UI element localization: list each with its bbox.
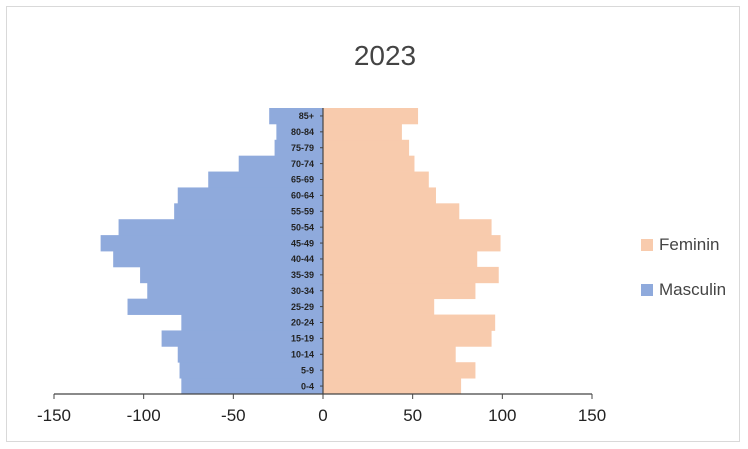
bar-feminin-80-84 (323, 123, 402, 141)
bar-masculin-50-54 (118, 219, 323, 236)
legend-label-feminin: Feminin (659, 235, 719, 254)
y-tick-label-45-49: 45-49 (291, 238, 314, 248)
y-tick-label-75-79: 75-79 (291, 143, 314, 153)
y-tick-label-10-14: 10-14 (291, 349, 314, 359)
bar-masculin-10-14 (177, 346, 323, 363)
y-tick-label-65-69: 65-69 (291, 175, 314, 185)
series-feminin-bars (323, 108, 501, 395)
bar-feminin-15-19 (323, 330, 492, 347)
y-tick-label-15-19: 15-19 (291, 334, 314, 344)
bar-masculin-15-19 (161, 330, 323, 347)
y-tick-label-5-9: 5-9 (301, 365, 314, 375)
bar-feminin-10-14 (323, 346, 456, 363)
y-tick-label-25-29: 25-29 (291, 302, 314, 312)
x-tick-label-neg-150: -150 (37, 406, 71, 425)
y-tick-label-70-74: 70-74 (291, 159, 314, 169)
y-tick-label-85: 85+ (299, 111, 314, 121)
bar-masculin-65-69 (208, 171, 323, 188)
bar-masculin-55-59 (174, 203, 323, 220)
bar-masculin-0-4 (181, 378, 323, 395)
bar-feminin-45-49 (323, 235, 501, 252)
x-tick-label-neg-100: -100 (127, 406, 161, 425)
chart-frame: 2023 0-4 5-9 10-14 15-19 20-24 25-29 30-34 35-3… (6, 6, 740, 442)
bar-feminin-65-69 (323, 171, 429, 188)
legend-swatch-masculin (641, 284, 653, 296)
bar-feminin-40-44 (323, 251, 478, 268)
y-axis: 0-4 5-9 10-14 15-19 20-24 25-29 30-34 35-39 40-4… (291, 108, 324, 394)
bar-feminin-0-4 (323, 378, 462, 395)
bar-masculin-80-84 (276, 123, 323, 141)
bar-feminin-55-59 (323, 203, 460, 220)
bar-feminin-30-34 (323, 282, 476, 300)
y-tick-label-60-64: 60-64 (291, 191, 314, 201)
y-tick-label-20-24: 20-24 (291, 318, 314, 328)
bar-masculin-30-34 (147, 282, 323, 300)
bar-masculin-60-64 (177, 187, 323, 204)
y-tick-label-30-34: 30-34 (291, 286, 314, 296)
bar-masculin-70-74 (238, 155, 323, 172)
bar-masculin-85 (269, 108, 323, 125)
bar-masculin-40-44 (113, 251, 324, 268)
y-tick-label-55-59: 55-59 (291, 206, 314, 216)
bar-feminin-50-54 (323, 219, 492, 236)
x-axis: -150 -100 -50 0 50 100 150 (37, 393, 606, 425)
series-masculin-bars (100, 108, 324, 395)
bar-masculin-75-79 (274, 139, 323, 157)
bar-masculin-20-24 (181, 314, 323, 331)
legend: Feminin Masculin (641, 235, 726, 299)
y-tick-label-40-44: 40-44 (291, 254, 314, 264)
y-tick-label-80-84: 80-84 (291, 127, 314, 137)
chart-title: 2023 (354, 40, 416, 71)
bar-feminin-35-39 (323, 266, 499, 284)
bar-feminin-25-29 (323, 298, 435, 315)
legend-swatch-feminin (641, 239, 653, 251)
bar-feminin-5-9 (323, 362, 476, 379)
bar-masculin-35-39 (140, 266, 323, 284)
bar-masculin-25-29 (127, 298, 323, 315)
bar-feminin-70-74 (323, 155, 415, 172)
y-tick-label-50-54: 50-54 (291, 222, 314, 232)
legend-label-masculin: Masculin (659, 280, 726, 299)
x-tick-label-neg-50: -50 (221, 406, 246, 425)
bar-feminin-85 (323, 108, 419, 125)
y-tick-label-35-39: 35-39 (291, 270, 314, 280)
x-tick-label-0: 0 (318, 406, 327, 425)
bar-feminin-20-24 (323, 314, 496, 331)
bar-masculin-5-9 (179, 362, 323, 379)
bar-feminin-60-64 (323, 187, 436, 204)
x-tick-label-50: 50 (403, 406, 422, 425)
bar-masculin-45-49 (100, 235, 323, 252)
x-tick-label-150: 150 (578, 406, 606, 425)
population-pyramid-chart: 2023 0-4 5-9 10-14 15-19 20-24 25-29 30-34 35-3… (37, 40, 726, 425)
x-tick-label-100: 100 (488, 406, 516, 425)
bar-feminin-75-79 (323, 139, 410, 157)
y-tick-label-0-4: 0-4 (301, 381, 314, 391)
